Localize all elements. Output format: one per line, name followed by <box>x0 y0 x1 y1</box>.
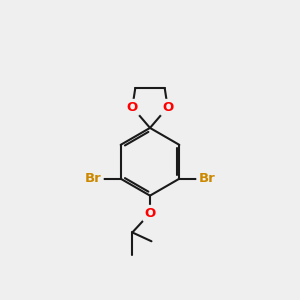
Text: Br: Br <box>85 172 102 185</box>
Text: O: O <box>127 101 138 114</box>
Text: Br: Br <box>198 172 215 185</box>
Text: O: O <box>162 101 173 114</box>
Text: O: O <box>144 207 156 220</box>
